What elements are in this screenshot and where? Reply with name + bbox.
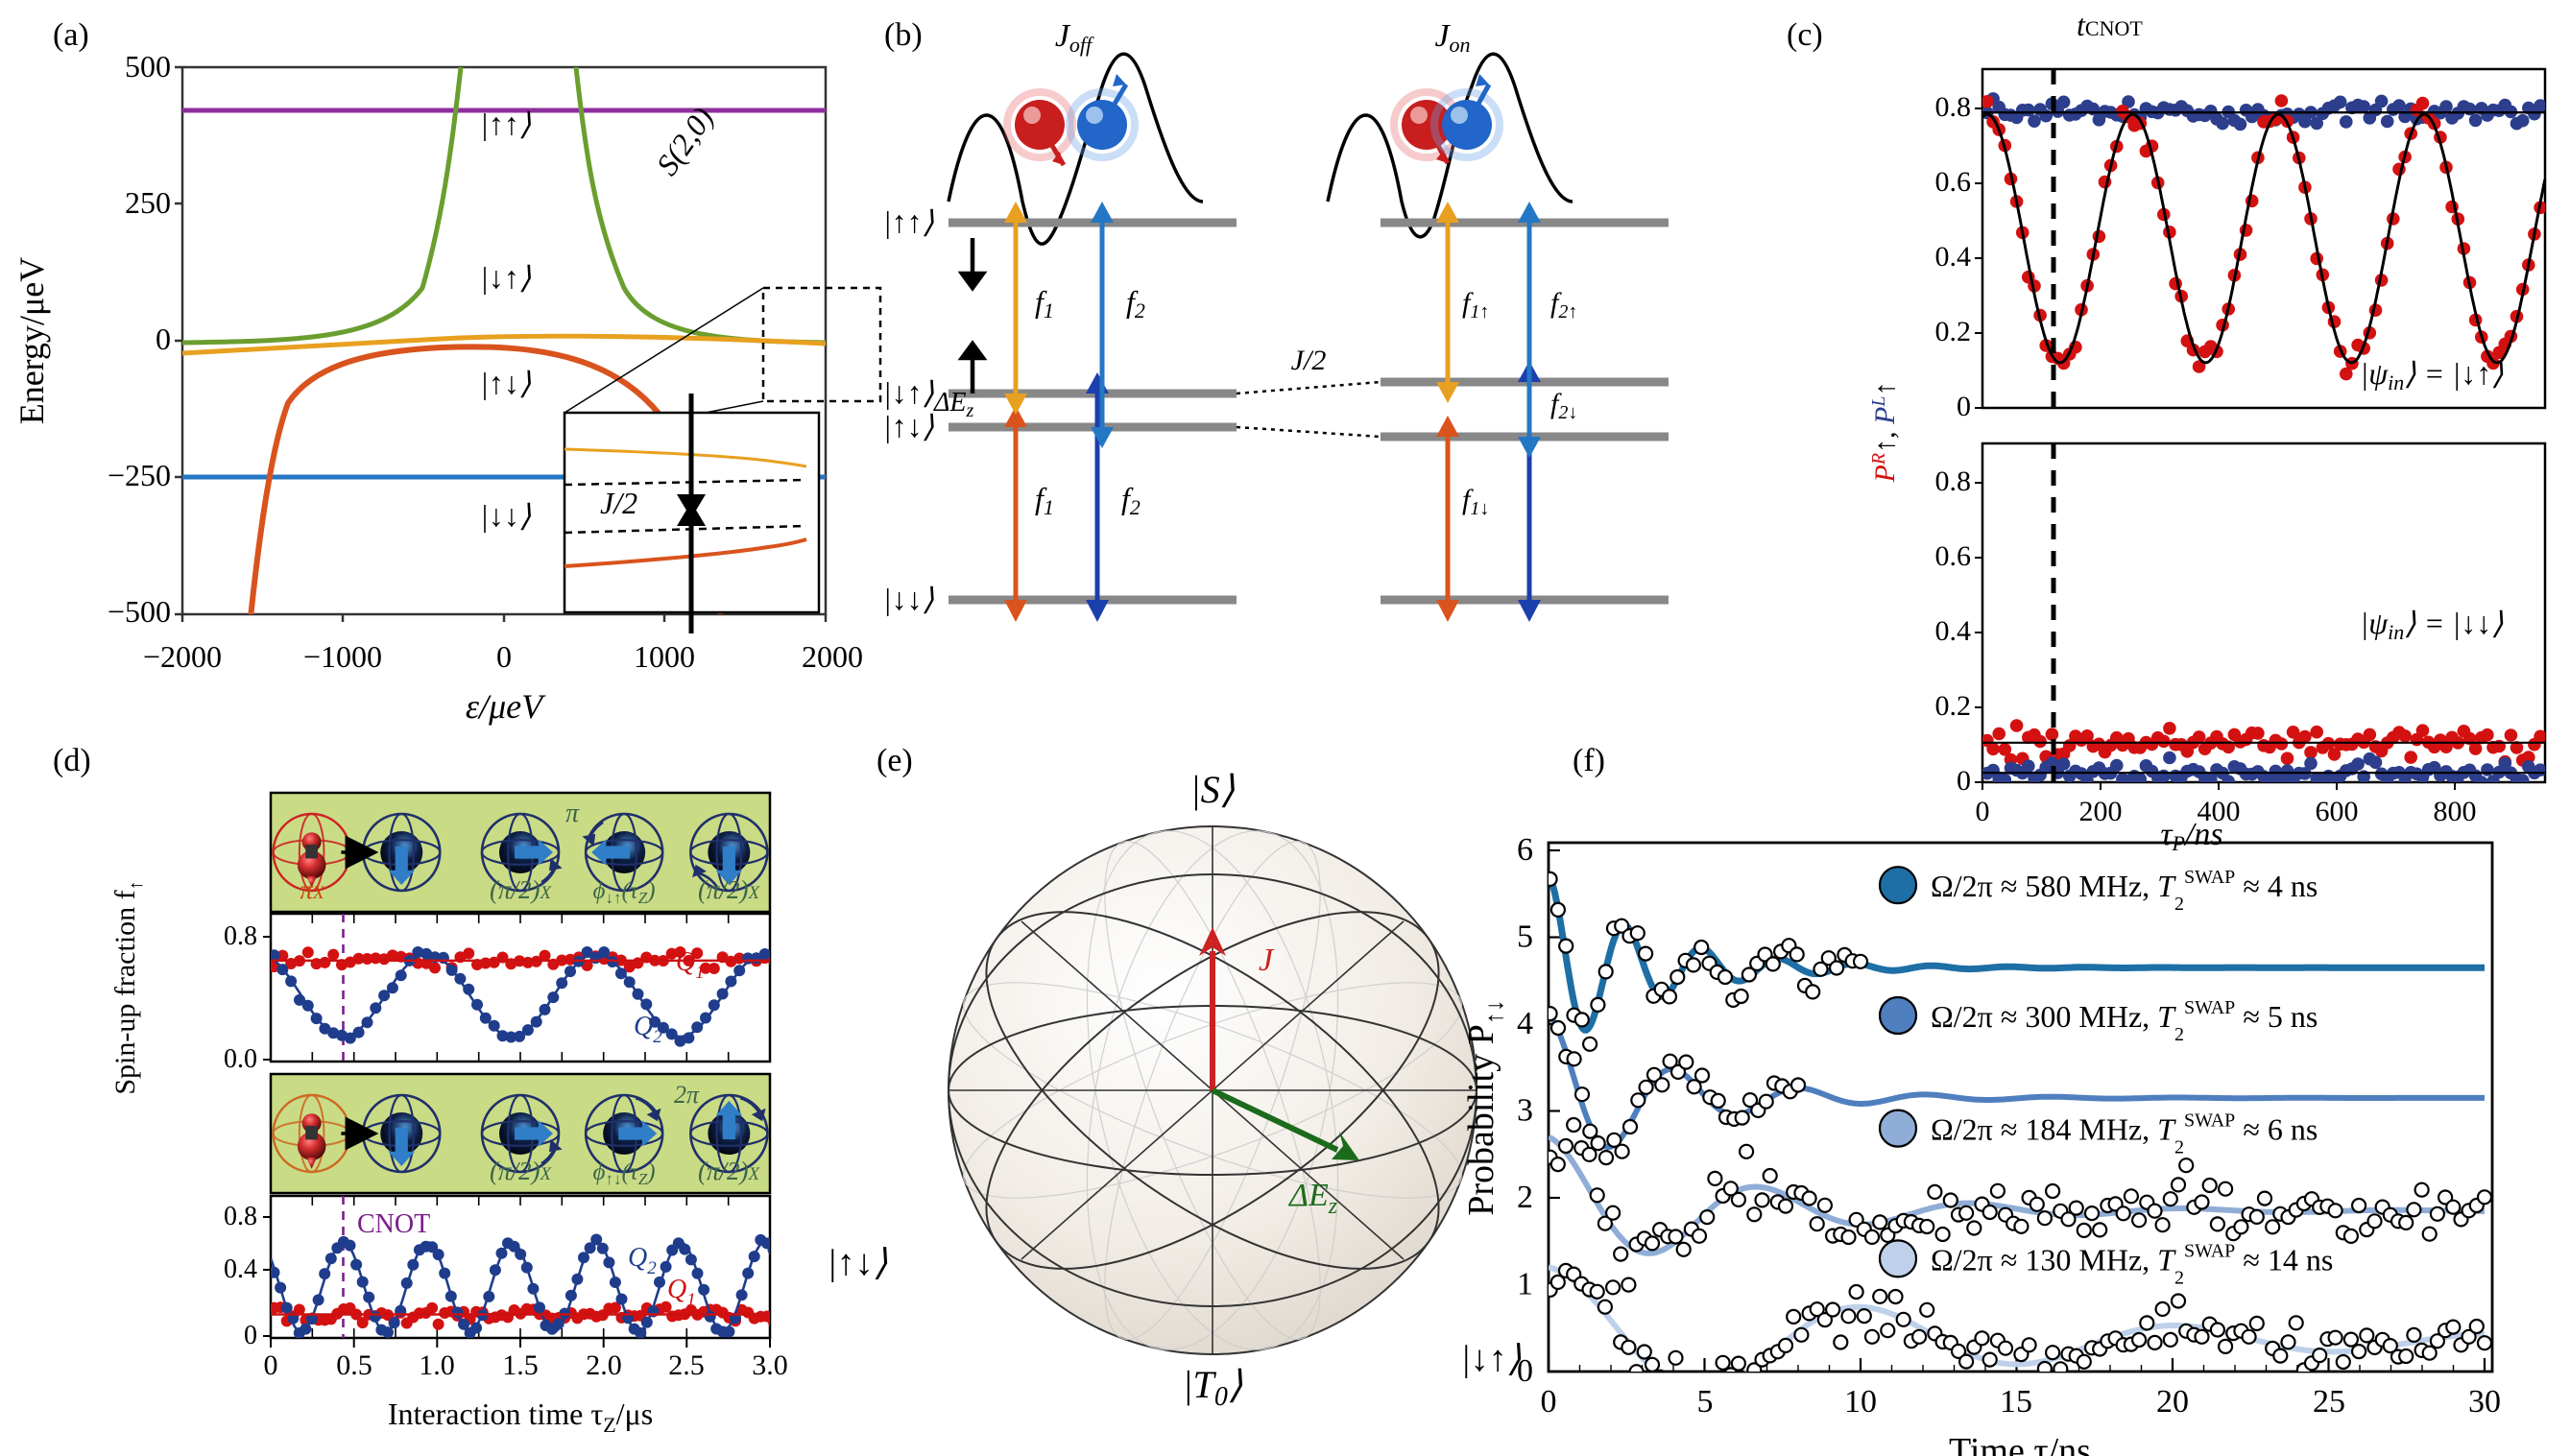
svg-text:0: 0 (1957, 391, 1971, 422)
svg-text:S(2,0): S(2,0) (649, 101, 720, 181)
svg-text:0.8: 0.8 (1935, 465, 1972, 497)
svg-text:2: 2 (1517, 1180, 1533, 1215)
svg-text:0.8: 0.8 (224, 1202, 257, 1231)
svg-text:|↓↑⟩: |↓↑⟩ (883, 375, 935, 410)
svg-text:0.4: 0.4 (224, 1254, 257, 1284)
svg-text:1.5: 1.5 (502, 1349, 539, 1381)
svg-text:0.8: 0.8 (224, 921, 257, 951)
svg-text:|ψin⟩ = |↓↓⟩: |ψin⟩ = |↓↓⟩ (2360, 606, 2504, 644)
svg-text:Joff: Joff (1055, 18, 1094, 57)
svg-text:2π: 2π (674, 1081, 700, 1109)
svg-text:−1000: −1000 (303, 639, 382, 674)
svg-text:Ω/2π ≈ 300 MHz, T2SWAP ≈ 5 ns: Ω/2π ≈ 300 MHz, T2SWAP ≈ 5 ns (1931, 997, 2318, 1045)
svg-text:0.6: 0.6 (1935, 166, 1972, 198)
svg-text:f2↓: f2↓ (1550, 388, 1577, 423)
svg-text:|↑↑⟩: |↑↑⟩ (480, 107, 532, 141)
svg-text:10: 10 (1844, 1384, 1877, 1420)
svg-text:Q2: Q2 (634, 1012, 662, 1047)
svg-text:20: 20 (2156, 1384, 2189, 1420)
svg-text:500: 500 (125, 49, 171, 84)
svg-text:Q2: Q2 (628, 1243, 657, 1278)
svg-text:|↓↑⟩: |↓↑⟩ (1460, 1339, 1521, 1379)
svg-text:0.4: 0.4 (1935, 241, 1972, 273)
svg-text:J: J (1259, 943, 1275, 978)
svg-text:|T0⟩: |T0⟩ (1183, 1363, 1243, 1412)
svg-text:5: 5 (1517, 919, 1533, 955)
svg-text:Ω/2π ≈ 184 MHz, T2SWAP ≈ 6 ns: Ω/2π ≈ 184 MHz, T2SWAP ≈ 6 ns (1931, 1110, 2318, 1158)
svg-text:−2000: −2000 (143, 639, 222, 674)
svg-text:Jon: Jon (1434, 18, 1470, 57)
svg-text:|↑↑⟩: |↑↑⟩ (883, 204, 935, 239)
svg-text:PR↑, PL↑: PR↑, PL↑ (1868, 382, 1901, 484)
svg-text:CNOT: CNOT (357, 1209, 430, 1239)
svg-text:f2↑: f2↑ (1550, 287, 1577, 322)
svg-text:|ψin⟩ = |↓↑⟩: |ψin⟩ = |↓↑⟩ (2360, 356, 2504, 394)
svg-text:4: 4 (1517, 1006, 1533, 1041)
svg-text:6: 6 (1517, 832, 1533, 868)
svg-text:|↑↓⟩: |↑↓⟩ (883, 409, 935, 443)
svg-text:1.0: 1.0 (419, 1349, 455, 1381)
svg-text:f1↓: f1↓ (1462, 484, 1489, 519)
svg-text:2000: 2000 (802, 639, 863, 674)
svg-text:0.0: 0.0 (224, 1044, 257, 1074)
svg-text:250: 250 (125, 185, 171, 220)
svg-text:f2: f2 (1121, 481, 1141, 519)
svg-text:−250: −250 (108, 458, 171, 492)
svg-text:3: 3 (1517, 1093, 1533, 1129)
svg-text:Probability P↑↓: Probability P↑↓ (1461, 999, 1508, 1216)
svg-text:1000: 1000 (634, 639, 695, 674)
svg-text:|S⟩: |S⟩ (1190, 768, 1236, 811)
svg-text:Time,τ/ns: Time,τ/ns (1949, 1431, 2091, 1456)
svg-text:|↑↓⟩: |↑↓⟩ (827, 1243, 887, 1283)
svg-text:0.2: 0.2 (1935, 316, 1972, 347)
svg-text:0: 0 (1517, 1353, 1533, 1389)
svg-text:0.4: 0.4 (1935, 615, 1972, 647)
svg-text:Spin-up fraction f↑: Spin-up fraction f↑ (109, 880, 147, 1094)
svg-text:−500: −500 (108, 594, 171, 629)
svg-text:1: 1 (1517, 1267, 1533, 1302)
svg-text:30: 30 (2468, 1384, 2501, 1420)
svg-text:ε/μeV: ε/μeV (466, 687, 546, 726)
svg-text:|↑↓⟩: |↑↓⟩ (480, 366, 532, 400)
svg-text:0: 0 (244, 1321, 257, 1350)
svg-text:|↓↑⟩: |↓↑⟩ (480, 260, 532, 295)
svg-text:J/2: J/2 (1291, 345, 1327, 376)
svg-text:25: 25 (2313, 1384, 2345, 1420)
svg-text:2.0: 2.0 (586, 1349, 622, 1381)
svg-text:3.0: 3.0 (752, 1349, 788, 1381)
svg-text:|↓↓⟩: |↓↓⟩ (480, 498, 532, 533)
svg-text:0: 0 (496, 639, 512, 674)
svg-text:f1: f1 (1035, 481, 1054, 519)
svg-text:0: 0 (156, 322, 171, 356)
svg-text:J/2: J/2 (600, 486, 637, 520)
svg-text:0.2: 0.2 (1935, 690, 1972, 722)
svg-text:2.5: 2.5 (668, 1349, 705, 1381)
svg-text:0.8: 0.8 (1935, 91, 1972, 123)
svg-text:0: 0 (264, 1349, 278, 1381)
svg-text:f1: f1 (1035, 284, 1054, 322)
svg-text:|↓↓⟩: |↓↓⟩ (883, 582, 935, 616)
svg-text:Q1: Q1 (667, 1275, 696, 1310)
svg-text:5: 5 (1697, 1384, 1714, 1420)
svg-text:Energy/μeV: Energy/μeV (12, 257, 51, 425)
svg-text:Ω/2π ≈ 130 MHz, T2SWAP ≈ 14 n: Ω/2π ≈ 130 MHz, T2SWAP ≈ 14 ns (1931, 1240, 2333, 1288)
svg-text:15: 15 (2000, 1384, 2032, 1420)
svg-text:f2: f2 (1126, 284, 1145, 322)
svg-text:0.6: 0.6 (1935, 540, 1972, 572)
svg-text:f1↑: f1↑ (1462, 287, 1489, 322)
svg-text:π: π (565, 799, 580, 828)
svg-text:Interaction time τZ/μs: Interaction time τZ/μs (388, 1396, 653, 1437)
svg-text:0.5: 0.5 (336, 1349, 372, 1381)
svg-text:Ω/2π ≈ 580 MHz, T2SWAP ≈ 4 ns: Ω/2π ≈ 580 MHz, T2SWAP ≈ 4 ns (1931, 867, 2318, 915)
svg-text:0: 0 (1541, 1384, 1557, 1420)
